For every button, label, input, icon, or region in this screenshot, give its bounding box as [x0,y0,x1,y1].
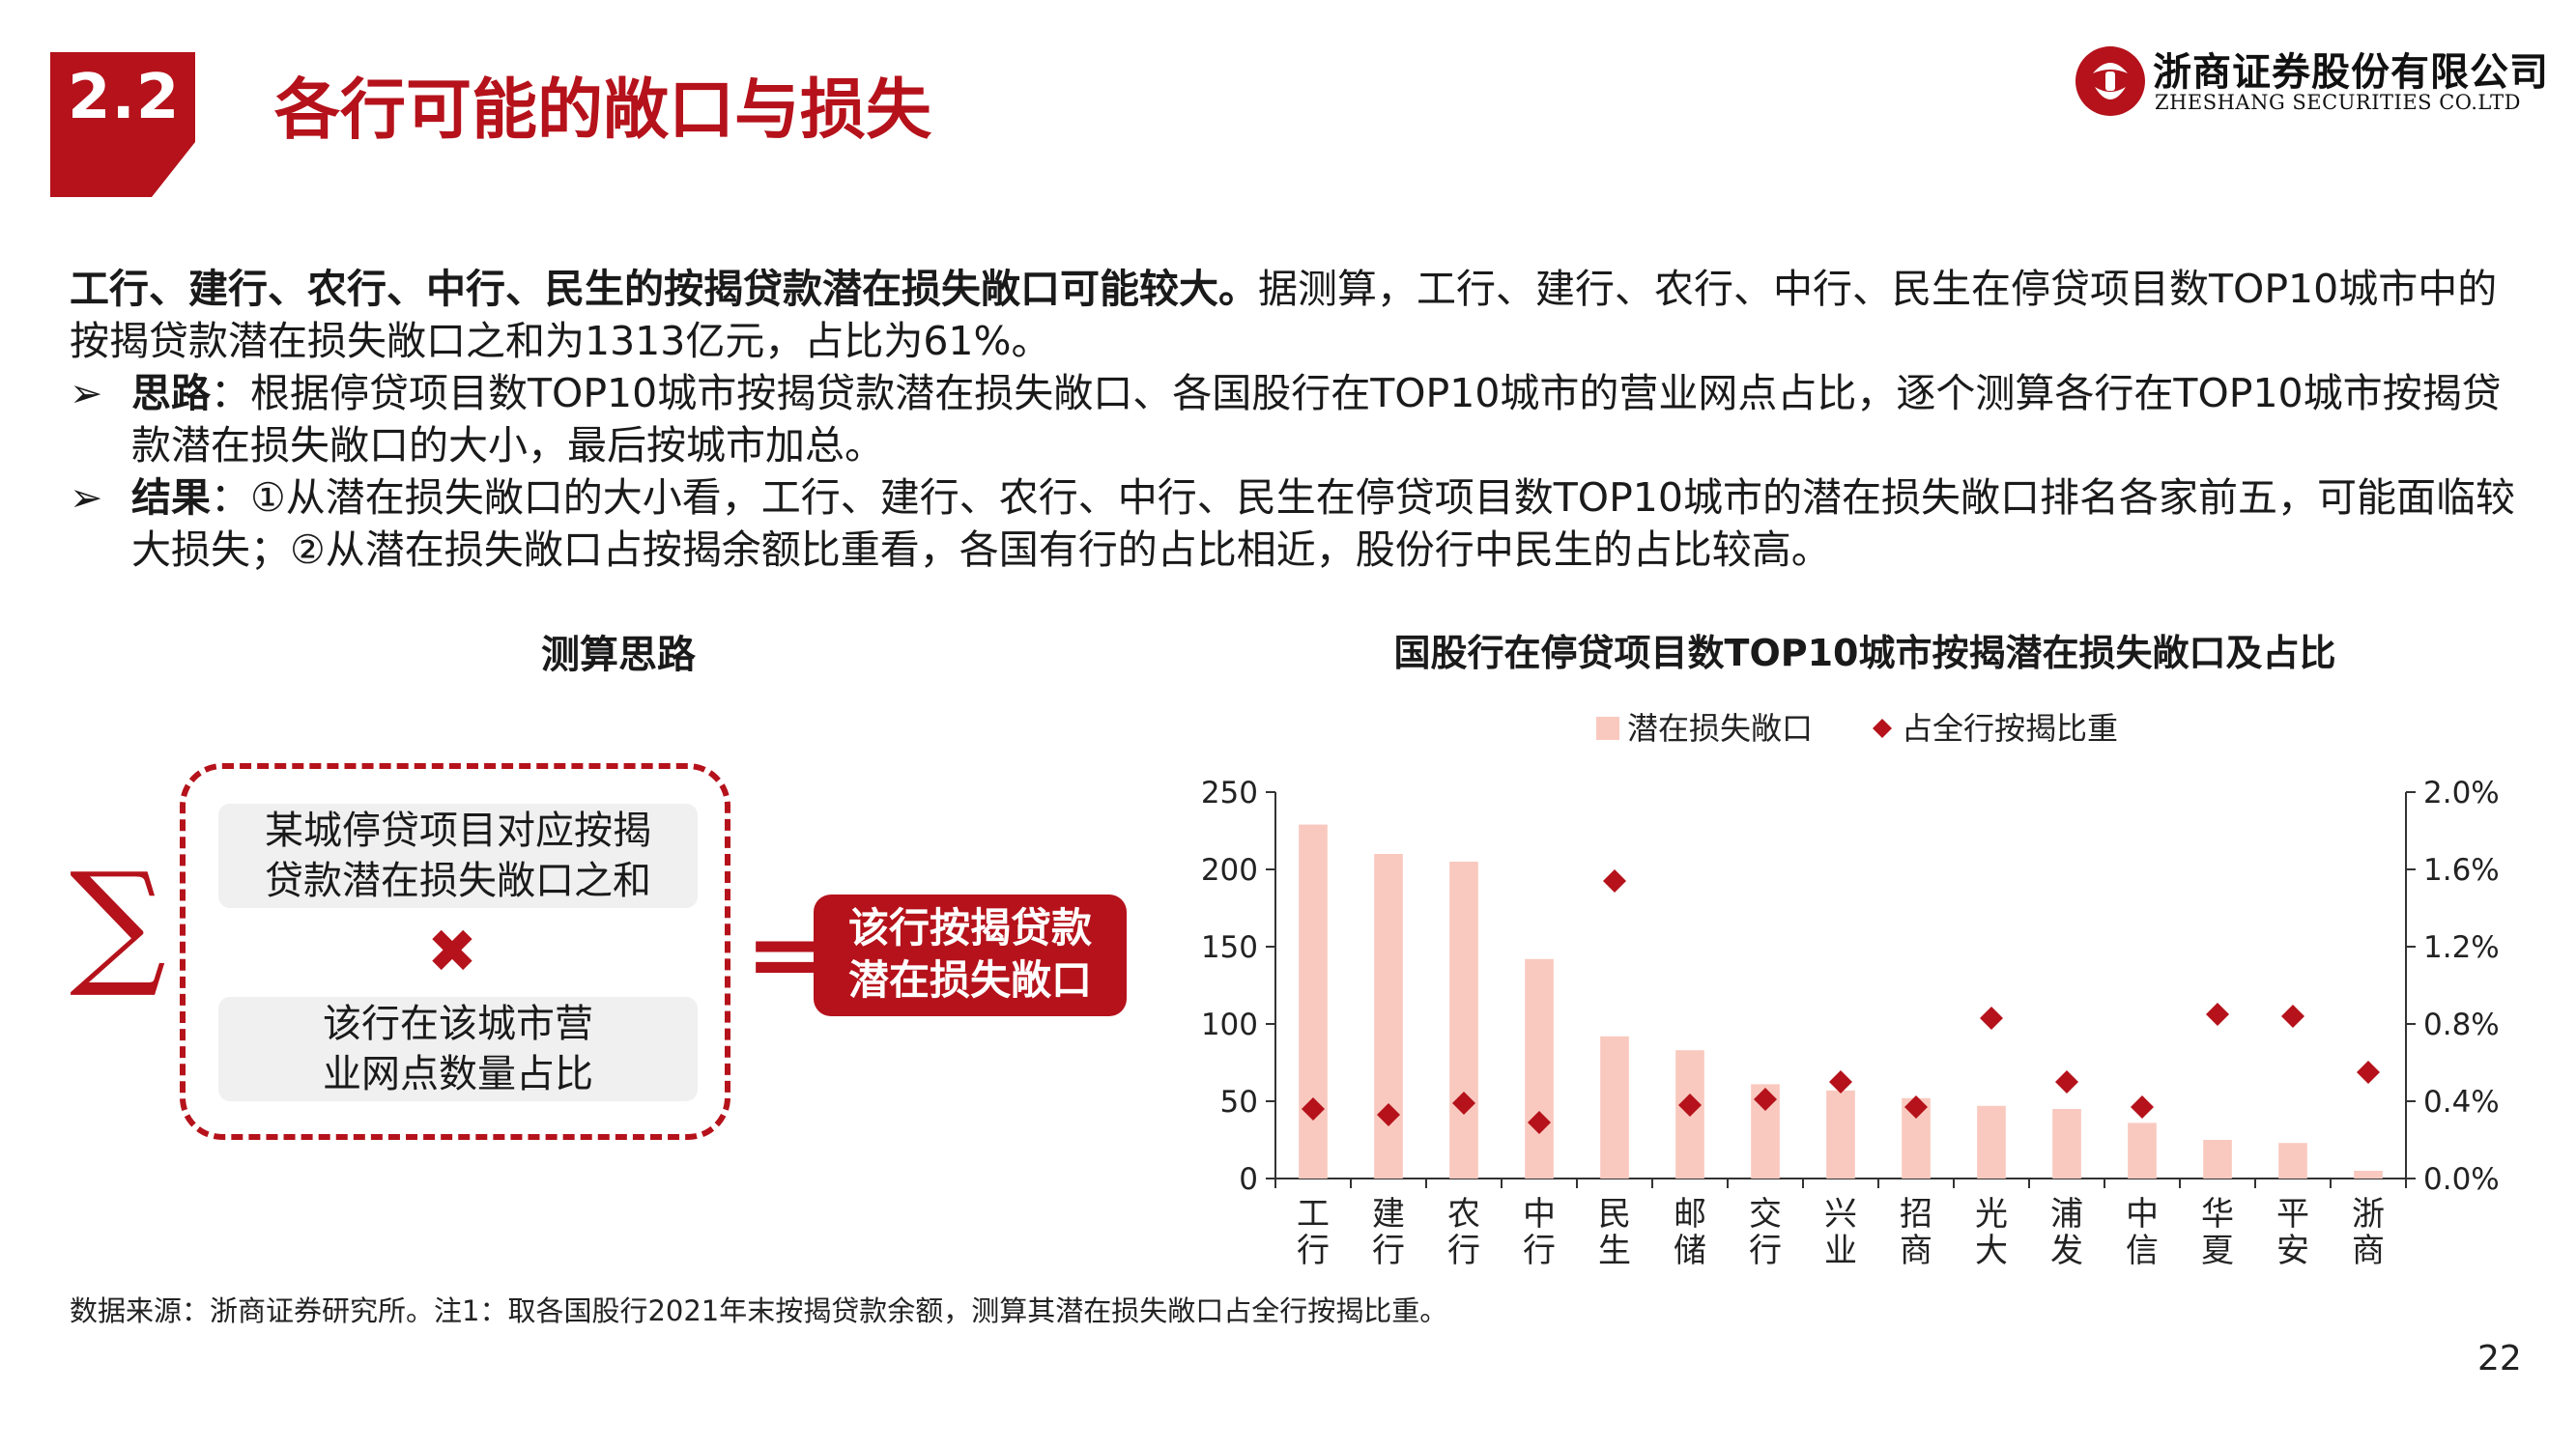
intro-rest: 据测算，工行、建行、农行、中行、民生在停贷项目数TOP10城市中的按揭贷款潜在损… [70,266,2498,364]
intro-bold: 工行、建行、农行、中行、民生的按揭贷款潜在损失敞口可能较大。 [70,266,1258,312]
formula-line: 某城停贷项目对应按揭 [265,809,651,853]
legend-swatch-bar [1596,717,1619,740]
section-number: 2.2 [68,62,181,133]
bullet-label: 结果 [131,474,211,521]
x-tick-label: 中信 [2126,1195,2159,1270]
diamond-point [1754,1088,1777,1111]
bar [2052,1109,2081,1179]
diamond-point [1377,1103,1400,1126]
page-number: 22 [2477,1339,2522,1378]
x-tick-label: 农行 [1447,1195,1480,1270]
x-tick-label: 光大 [1975,1195,2008,1270]
formula-box-share: 该行在该城市营 业网点数量占比 [218,997,698,1101]
y-tick-label: 50 [1220,1085,1258,1120]
bullet-text: 根据停贷项目数TOP10城市按揭贷款潜在损失敞口、各国股行在TOP10城市的营业… [131,370,2502,469]
x-tick-label: 平安 [2276,1195,2309,1270]
result-line: 该行按揭贷款 [847,904,1092,952]
diamond-point [2131,1095,2154,1119]
diamond-point [1452,1092,1475,1115]
page-title: 各行可能的敞口与损失 [274,72,932,149]
legend-label: 占全行按揭比重 [1902,710,2118,747]
equals-icon: = [746,900,824,1009]
y-tick-label: 100 [1201,1008,1258,1042]
bullet-sep: ： [211,474,250,521]
x-tick-label: 中行 [1523,1195,1556,1270]
sigma-icon: ∑ [70,844,166,1002]
bar [2278,1143,2307,1179]
diamond-point [1302,1097,1325,1121]
legend-swatch-diamond [1873,719,1892,738]
bar [1374,854,1403,1179]
multiply-icon: ✖ [427,916,477,986]
diamond-point [1528,1111,1551,1134]
formula-line: 业网点数量占比 [323,1052,593,1096]
bar [2354,1171,2383,1179]
dashed-frame [180,763,730,1140]
zheshang-logo-icon [2075,46,2145,116]
y2-tick-label: 1.2% [2423,930,2500,965]
y-tick-label: 0 [1239,1162,1258,1197]
x-tick-label: 浦发 [2050,1195,2083,1270]
y2-tick-label: 0.8% [2423,1008,2500,1042]
bullet-approach: ➢ 思路：根据停贷项目数TOP10城市按揭贷款潜在损失敞口、各国股行在TOP10… [70,367,2524,471]
x-tick-label: 浙商 [2352,1195,2385,1270]
x-tick-label: 工行 [1297,1195,1330,1270]
arrow-bullet-icon: ➢ [70,370,103,416]
formula-line: 贷款潜在损失敞口之和 [265,859,651,903]
legend-label: 潜在损失敞口 [1627,710,1813,747]
y-tick-label: 200 [1201,853,1258,888]
y2-tick-label: 0.4% [2423,1085,2500,1120]
diamond-point [2281,1005,2304,1028]
bar [1600,1036,1629,1179]
arrow-bullet-icon: ➢ [70,474,103,521]
diamond-point [1904,1095,1928,1119]
result-line: 潜在损失敞口 [847,956,1092,1004]
y2-tick-label: 2.0% [2423,776,2500,810]
diamond-point [1980,1007,2003,1030]
company-name-cn: 浙商证券股份有限公司 [2153,50,2549,95]
formula-line: 该行在该城市营 [323,1002,593,1046]
y-tick-label: 150 [1201,930,1258,965]
bar [2128,1122,2157,1179]
diamond-point [2206,1003,2229,1026]
diamond-point [1678,1094,1702,1117]
y2-tick-label: 0.0% [2423,1162,2500,1197]
bar [1525,958,1554,1179]
bar [1449,862,1478,1179]
intro-paragraph: 工行、建行、农行、中行、民生的按揭贷款潜在损失敞口可能较大。据测算，工行、建行、… [70,263,2524,367]
bullet-text: ①从潜在损失敞口的大小看，工行、建行、农行、中行、民生在停贷项目数TOP10城市… [131,474,2515,573]
diamond-point [1603,869,1626,893]
data-source-note: 数据来源：浙商证券研究所。注1：取各国股行2021年末按揭贷款余额，测算其潜在损… [70,1294,1448,1327]
diamond-point [2055,1070,2078,1094]
x-tick-label: 民生 [1598,1195,1631,1270]
formula-box-exposure: 某城停贷项目对应按揭 贷款潜在损失敞口之和 [218,804,698,908]
result-box: 该行按揭贷款 潜在损失敞口 [814,895,1127,1016]
chart-title: 国股行在停贷项目数TOP10城市按揭潜在损失敞口及占比 [1393,632,2336,674]
x-tick-label: 兴业 [1824,1195,1857,1270]
bar [2203,1140,2232,1179]
x-tick-label: 华夏 [2201,1195,2234,1270]
x-tick-label: 交行 [1749,1195,1782,1270]
bar-scatter-chart: 0 50 100 150 200 250 0.0% 0.4% 0.8% 1.2% 1.6% 2.0% 工… [1201,710,2500,1270]
bar [1977,1105,2006,1179]
diamond-point [1829,1070,1852,1094]
bullet-sep: ： [211,370,250,416]
y2-tick-label: 1.6% [2423,853,2500,888]
y-tick-label: 250 [1201,776,1258,810]
method-title: 测算思路 [541,633,696,677]
bullet-label: 思路 [131,370,211,416]
x-tick-label: 招商 [1900,1195,1932,1270]
x-tick-label: 邮储 [1674,1195,1706,1270]
bar [1299,824,1328,1179]
bar [1826,1090,1855,1179]
bullet-result: ➢ 结果：①从潜在损失敞口的大小看，工行、建行、农行、中行、民生在停贷项目数TO… [70,471,2524,576]
diamond-point [2357,1061,2380,1084]
company-name-en: ZHESHANG SECURITIES CO.LTD [2155,91,2522,114]
x-tick-label: 建行 [1372,1195,1405,1270]
